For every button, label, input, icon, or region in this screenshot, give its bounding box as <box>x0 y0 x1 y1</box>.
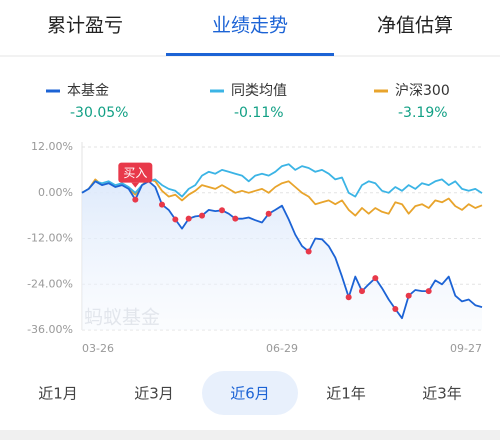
y-tick-label: 0.00% <box>38 186 73 199</box>
legend-label: 本基金 <box>67 82 109 99</box>
annotation-box <box>118 162 153 183</box>
period-button[interactable]: 近6月 <box>230 385 270 403</box>
trade-point <box>372 275 379 282</box>
y-tick-label: 12.00% <box>31 140 73 153</box>
trade-point <box>172 216 179 223</box>
annotation-text: 买入 <box>123 166 147 180</box>
legend-change: -30.05% <box>70 105 128 121</box>
trade-point <box>232 215 239 222</box>
trade-point <box>392 306 399 313</box>
legend-label: 同类均值 <box>231 83 287 99</box>
legend-change: -3.19% <box>398 105 448 121</box>
period-button[interactable]: 近1月 <box>38 385 78 403</box>
period-button[interactable]: 近3年 <box>422 385 462 403</box>
trade-point <box>132 196 139 203</box>
period-button[interactable]: 近3月 <box>134 385 174 403</box>
x-tick-label: 09-27 <box>450 342 482 355</box>
area-fill <box>82 181 482 330</box>
trade-point <box>345 294 352 301</box>
trade-point <box>185 215 192 222</box>
period-selected <box>202 371 298 415</box>
tab[interactable]: 累计盈亏 <box>47 15 123 37</box>
legend-label: 沪深300 <box>395 83 450 99</box>
trade-point <box>159 201 165 208</box>
legend-change: -0.11% <box>234 105 284 121</box>
y-tick-label: -24.00% <box>27 277 73 290</box>
y-tick-label: -36.00% <box>27 323 73 336</box>
trade-point <box>305 248 312 255</box>
y-tick-label: -12.00% <box>27 232 73 245</box>
x-tick-label: 06-29 <box>266 342 298 355</box>
trade-point <box>265 210 272 217</box>
trade-point <box>405 292 412 299</box>
tab[interactable]: 净值估算 <box>377 15 453 37</box>
trade-point <box>425 288 432 295</box>
x-tick-label: 03-26 <box>82 342 114 355</box>
trade-point <box>219 207 225 214</box>
period-button[interactable]: 近1年 <box>326 385 366 403</box>
tab[interactable]: 业绩走势 <box>212 15 288 37</box>
trade-point <box>199 212 205 219</box>
bottom-bar <box>0 430 500 440</box>
trade-point <box>359 288 365 295</box>
annotation-pointer <box>131 182 140 188</box>
tab-indicator <box>166 53 334 56</box>
